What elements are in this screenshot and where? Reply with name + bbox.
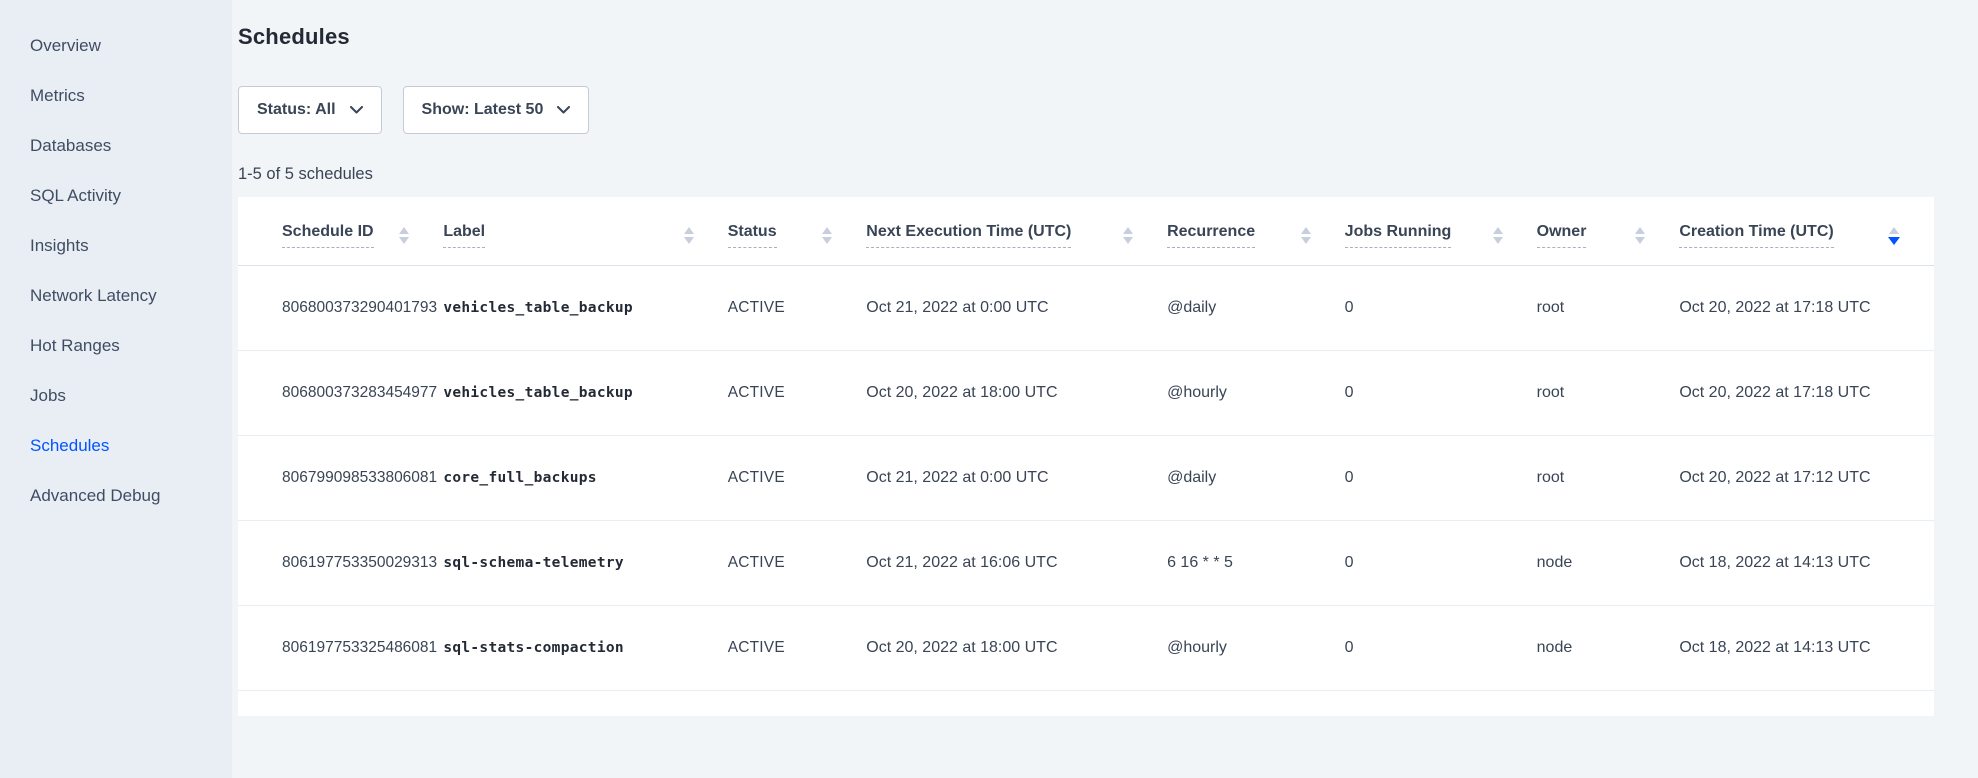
- jobs-running-cell: 0: [1344, 299, 1354, 316]
- status-cell: ACTIVE: [727, 554, 785, 571]
- sidebar-item-metrics[interactable]: Metrics: [30, 86, 85, 105]
- sidebar-nav: Overview Metrics Databases SQL Activity …: [0, 0, 232, 778]
- status-cell: ACTIVE: [727, 639, 785, 656]
- sort-icon: [399, 227, 410, 244]
- column-header-schedule-id[interactable]: Schedule ID: [238, 197, 443, 266]
- creation-time-cell: Oct 18, 2022 at 14:13 UTC: [1679, 639, 1871, 656]
- column-label: Next Execution Time (UTC): [866, 223, 1072, 248]
- jobs-running-cell: 0: [1344, 554, 1354, 571]
- owner-cell: node: [1536, 554, 1573, 571]
- sidebar-item-overview[interactable]: Overview: [30, 36, 101, 55]
- chevron-down-icon: [557, 106, 571, 114]
- recurrence-cell: @daily: [1167, 299, 1217, 316]
- jobs-running-cell: 0: [1344, 384, 1354, 401]
- results-count: 1-5 of 5 schedules: [238, 165, 373, 183]
- schedule-id-cell: 806197753325486081: [282, 639, 438, 656]
- column-header-status[interactable]: Status: [727, 197, 867, 266]
- sidebar-item-advanced-debug[interactable]: Advanced Debug: [30, 486, 161, 505]
- filter-bar: Status: All Show: Latest 50: [238, 86, 1934, 134]
- next-execution-cell: Oct 20, 2022 at 18:00 UTC: [866, 639, 1058, 656]
- schedules-table: Schedule ID Label Status Next Execution …: [238, 197, 1934, 691]
- recurrence-cell: @hourly: [1167, 384, 1227, 401]
- table-header-row: Schedule ID Label Status Next Execution …: [238, 197, 1934, 266]
- sidebar-item-network-latency[interactable]: Network Latency: [30, 286, 157, 305]
- next-execution-cell: Oct 21, 2022 at 0:00 UTC: [866, 299, 1049, 316]
- table-row: 806197753325486081 sql-stats-compaction …: [238, 606, 1934, 691]
- column-label: Recurrence: [1167, 223, 1256, 248]
- column-label: Schedule ID: [282, 223, 374, 248]
- schedule-id-cell: 806197753350029313: [282, 554, 438, 571]
- column-header-creation-time[interactable]: Creation Time (UTC): [1679, 197, 1934, 266]
- jobs-running-cell: 0: [1344, 469, 1354, 486]
- next-execution-cell: Oct 21, 2022 at 0:00 UTC: [866, 469, 1049, 486]
- next-execution-cell: Oct 20, 2022 at 18:00 UTC: [866, 384, 1058, 401]
- sort-icon: [683, 227, 694, 244]
- column-label: Label: [443, 223, 486, 248]
- schedules-table-card: Schedule ID Label Status Next Execution …: [238, 197, 1934, 716]
- sidebar-item-jobs[interactable]: Jobs: [30, 386, 66, 405]
- column-label: Jobs Running: [1344, 223, 1452, 248]
- status-cell: ACTIVE: [727, 384, 785, 401]
- column-label: Status: [727, 223, 777, 248]
- column-header-owner[interactable]: Owner: [1536, 197, 1680, 266]
- table-row: 806197753350029313 sql-schema-telemetry …: [238, 521, 1934, 606]
- page-title: Schedules: [238, 24, 350, 49]
- next-execution-cell: Oct 21, 2022 at 16:06 UTC: [866, 554, 1058, 571]
- column-header-recurrence[interactable]: Recurrence: [1167, 197, 1345, 266]
- owner-cell: node: [1536, 639, 1573, 656]
- sidebar-item-schedules[interactable]: Schedules: [30, 436, 110, 455]
- sidebar-item-insights[interactable]: Insights: [30, 236, 89, 255]
- recurrence-cell: 6 16 * * 5: [1167, 554, 1233, 571]
- column-header-label[interactable]: Label: [443, 197, 727, 266]
- main-content: Schedules Status: All Show: Latest 50 1-…: [232, 0, 1978, 778]
- sort-icon: [1635, 227, 1646, 244]
- column-label: Owner: [1536, 223, 1587, 248]
- status-filter-label: Status: All: [257, 101, 336, 118]
- status-cell: ACTIVE: [727, 299, 785, 316]
- creation-time-cell: Oct 18, 2022 at 14:13 UTC: [1679, 554, 1871, 571]
- schedule-id-cell: 806799098533806081: [282, 469, 438, 486]
- owner-cell: root: [1536, 299, 1565, 316]
- label-cell: vehicles_table_backup: [443, 385, 633, 401]
- label-cell: core_full_backups: [443, 470, 597, 486]
- recurrence-cell: @daily: [1167, 469, 1217, 486]
- sort-icon: [822, 227, 833, 244]
- column-label: Creation Time (UTC): [1679, 223, 1834, 248]
- table-row: 806799098533806081 core_full_backups ACT…: [238, 436, 1934, 521]
- show-latest-label: Show: Latest 50: [421, 101, 544, 118]
- sidebar-item-hot-ranges[interactable]: Hot Ranges: [30, 336, 120, 355]
- column-header-next-execution-time[interactable]: Next Execution Time (UTC): [866, 197, 1167, 266]
- creation-time-cell: Oct 20, 2022 at 17:18 UTC: [1679, 299, 1871, 316]
- label-cell: vehicles_table_backup: [443, 300, 633, 316]
- sidebar-item-sql-activity[interactable]: SQL Activity: [30, 186, 122, 205]
- sort-icon: [1300, 227, 1311, 244]
- recurrence-cell: @hourly: [1167, 639, 1227, 656]
- owner-cell: root: [1536, 384, 1565, 401]
- status-filter-dropdown[interactable]: Status: All: [238, 86, 382, 134]
- schedule-id-cell: 806800373283454977: [282, 384, 438, 401]
- show-latest-dropdown[interactable]: Show: Latest 50: [402, 86, 590, 134]
- sidebar-item-databases[interactable]: Databases: [30, 136, 112, 155]
- creation-time-cell: Oct 20, 2022 at 17:18 UTC: [1679, 384, 1871, 401]
- table-row: 806800373290401793 vehicles_table_backup…: [238, 266, 1934, 351]
- label-cell: sql-stats-compaction: [443, 640, 624, 656]
- column-header-jobs-running[interactable]: Jobs Running: [1344, 197, 1537, 266]
- status-cell: ACTIVE: [727, 469, 785, 486]
- owner-cell: root: [1536, 469, 1565, 486]
- sort-icon-active-desc: [1888, 226, 1900, 245]
- jobs-running-cell: 0: [1344, 639, 1354, 656]
- table-row: 806800373283454977 vehicles_table_backup…: [238, 351, 1934, 436]
- schedule-id-cell: 806800373290401793: [282, 299, 438, 316]
- sort-icon: [1123, 227, 1134, 244]
- chevron-down-icon: [349, 106, 363, 114]
- label-cell: sql-schema-telemetry: [443, 555, 624, 571]
- creation-time-cell: Oct 20, 2022 at 17:12 UTC: [1679, 469, 1871, 486]
- sort-icon: [1492, 227, 1503, 244]
